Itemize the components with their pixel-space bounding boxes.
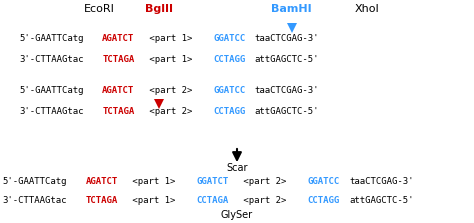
Text: 5'-GAATTCatg: 5'-GAATTCatg	[19, 86, 83, 95]
Text: GlySer: GlySer	[221, 210, 253, 220]
Text: GGATCC: GGATCC	[213, 86, 246, 95]
Text: AGATCT: AGATCT	[102, 86, 135, 95]
Text: GGATCC: GGATCC	[213, 34, 246, 43]
Text: AGATCT: AGATCT	[86, 177, 118, 186]
Text: <part 1>: <part 1>	[144, 56, 198, 64]
Text: <part 2>: <part 2>	[238, 196, 292, 205]
Text: taaCTCGAG-3': taaCTCGAG-3'	[255, 86, 319, 95]
Text: taaCTCGAG-3': taaCTCGAG-3'	[349, 177, 414, 186]
Text: CCTAGG: CCTAGG	[213, 56, 246, 64]
Text: Scar: Scar	[226, 163, 248, 173]
Text: attGAGCTC-5': attGAGCTC-5'	[255, 56, 319, 64]
Text: GGATCC: GGATCC	[308, 177, 340, 186]
Text: <part 2>: <part 2>	[144, 107, 198, 116]
Text: 3'-CTTAAGtac: 3'-CTTAAGtac	[19, 56, 83, 64]
Text: <part 1>: <part 1>	[127, 196, 181, 205]
Text: TCTAGA: TCTAGA	[102, 107, 135, 116]
Text: <part 2>: <part 2>	[144, 86, 198, 95]
Text: 3'-CTTAAGtac: 3'-CTTAAGtac	[2, 196, 67, 205]
Text: <part 2>: <part 2>	[238, 177, 292, 186]
Text: GGATCT: GGATCT	[197, 177, 229, 186]
Text: CCTAGG: CCTAGG	[213, 107, 246, 116]
Text: XhoI: XhoI	[355, 4, 380, 14]
Text: 5'-GAATTCatg: 5'-GAATTCatg	[19, 34, 83, 43]
Text: <part 1>: <part 1>	[127, 177, 181, 186]
Text: attGAGCTC-5': attGAGCTC-5'	[255, 107, 319, 116]
Text: CCTAGG: CCTAGG	[308, 196, 340, 205]
Text: attGAGCTC-5': attGAGCTC-5'	[349, 196, 414, 205]
Text: BglII: BglII	[145, 4, 173, 14]
Text: TCTAGA: TCTAGA	[86, 196, 118, 205]
Text: AGATCT: AGATCT	[102, 34, 135, 43]
Text: 3'-CTTAAGtac: 3'-CTTAAGtac	[19, 107, 83, 116]
Text: BamHI: BamHI	[271, 4, 312, 14]
Text: CCTAGA: CCTAGA	[197, 196, 229, 205]
Text: 5'-GAATTCatg: 5'-GAATTCatg	[2, 177, 67, 186]
Text: TCTAGA: TCTAGA	[102, 56, 135, 64]
Text: EcoRI: EcoRI	[84, 4, 115, 14]
Text: <part 1>: <part 1>	[144, 34, 198, 43]
Text: taaCTCGAG-3': taaCTCGAG-3'	[255, 34, 319, 43]
